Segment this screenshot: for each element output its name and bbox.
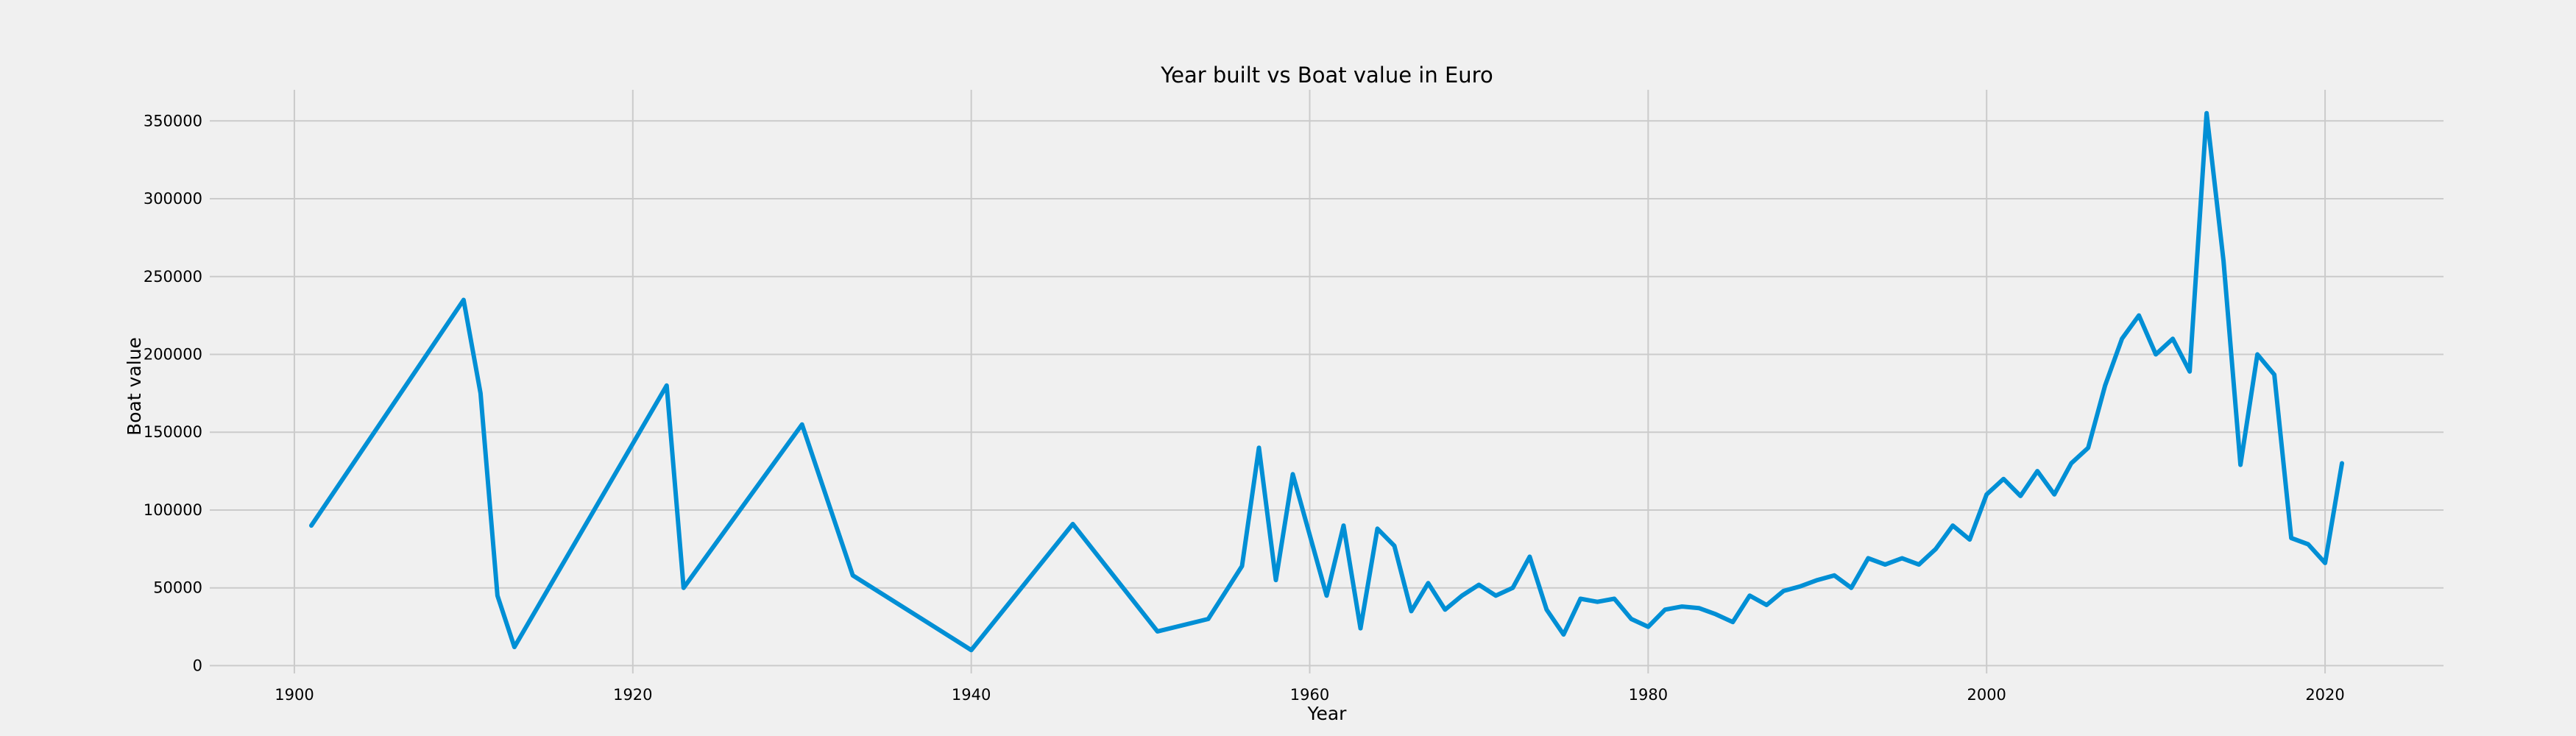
x-tick-label: 2000 (1967, 686, 2006, 704)
x-tick-label: 2020 (2305, 686, 2344, 704)
x-tick-label: 1920 (613, 686, 652, 704)
y-tick-label: 300000 (144, 190, 202, 208)
y-tick-label: 150000 (144, 423, 202, 441)
x-tick-label: 1960 (1290, 686, 1329, 704)
series-line (309, 110, 2344, 653)
y-tick-label: 50000 (153, 579, 202, 597)
x-axis-ticks: 1900 1920 1940 1960 1980 2000 2020 (275, 686, 2345, 704)
x-tick-label: 1900 (275, 686, 314, 704)
x-axis-label: Year (1307, 703, 1348, 724)
y-tick-label: 350000 (144, 112, 202, 130)
grid (210, 90, 2444, 673)
x-tick-label: 1980 (1629, 686, 1668, 704)
x-tick-label: 1940 (952, 686, 991, 704)
chart-title: Year built vs Boat value in Euro (1160, 63, 1493, 88)
y-tick-label: 0 (193, 657, 202, 674)
y-tick-label: 100000 (144, 501, 202, 519)
y-tick-label: 200000 (144, 345, 202, 363)
y-axis-label: Boat value (124, 337, 145, 436)
y-tick-label: 250000 (144, 268, 202, 286)
y-axis-ticks: 0 50000 100000 150000 200000 250000 300000 3500… (144, 112, 202, 674)
